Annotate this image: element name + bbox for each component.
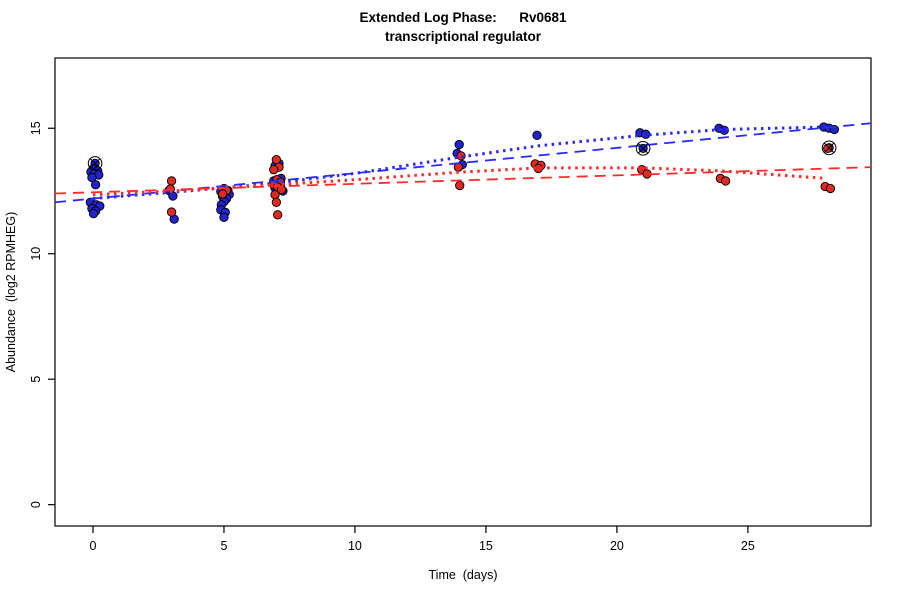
chart-title-line1: Extended Log Phase: Rv0681 (359, 10, 567, 25)
data-point-blue-group (219, 212, 229, 222)
data-point-red-group (720, 176, 731, 186)
plot-frame (54, 57, 872, 527)
outlier-circle-marker (635, 141, 651, 156)
data-point-red-group (273, 210, 283, 220)
outlier-circle-marker (87, 156, 103, 171)
data-point-blue-group (88, 208, 99, 219)
data-point-red-group (166, 207, 177, 217)
data-point-red-group (825, 183, 836, 194)
y-tick-label: 15 (29, 121, 43, 135)
x-tick-label: 10 (348, 539, 362, 553)
data-point-red-group (269, 165, 279, 175)
data-point-red-group (166, 176, 177, 186)
y-tick-label: 0 (29, 501, 43, 508)
outlier-x-marker (823, 142, 835, 153)
plot-content: 0 5 10 15 20 25 0 5 10 15 (29, 57, 872, 553)
data-point-blue-group (532, 130, 542, 140)
y-tick-label: 10 (29, 247, 43, 261)
trend-line-blue-dotted-fit (92, 125, 827, 201)
outlier-circle-marker (821, 140, 837, 156)
x-tick-label: 20 (610, 539, 624, 553)
y-axis-label: Abundance (log2 RPMHEG) (4, 212, 18, 373)
data-point-red-group (270, 190, 280, 200)
data-point-red-group (456, 151, 466, 161)
x-axis-label: Time (days) (429, 568, 498, 582)
data-point-red-group (823, 143, 833, 153)
x-tick-label: 25 (741, 539, 755, 553)
y-tick-label: 5 (29, 376, 43, 383)
data-point-blue-group (90, 180, 101, 190)
x-tick-label: 15 (479, 539, 493, 553)
outlier-x-marker (89, 158, 101, 169)
data-point-red-group (455, 180, 465, 191)
outlier-x-marker (637, 143, 649, 154)
data-point-red-group (271, 197, 282, 207)
x-tick-label: 5 (220, 539, 227, 553)
chart-title-line2: transcriptional regulator (385, 29, 542, 44)
data-point-blue-group (87, 172, 97, 183)
trend-line-red-dotted-fit (92, 166, 827, 197)
data-point-blue-group (454, 139, 464, 150)
data-point-red-group (218, 189, 228, 199)
x-tick-label: 0 (90, 539, 97, 553)
